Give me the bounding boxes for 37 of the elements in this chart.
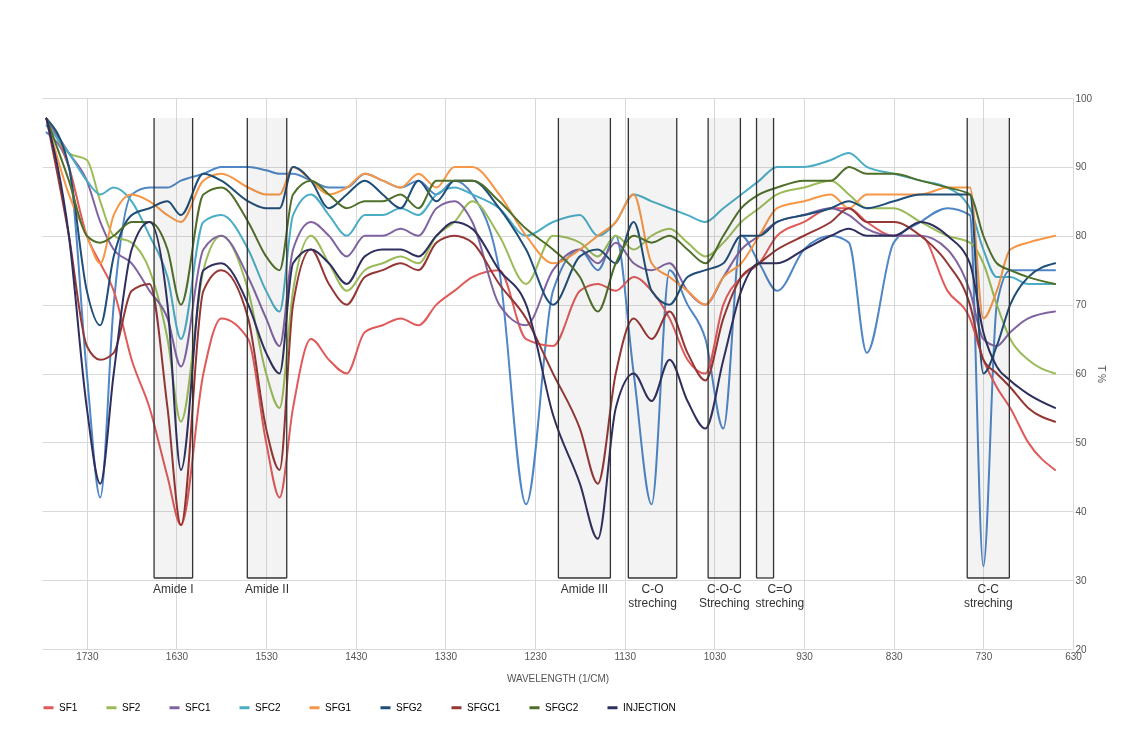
x-tick-label: 1230: [524, 650, 548, 662]
x-axis-title: WAVELENGTH (1/CM): [506, 672, 610, 684]
band-label: C-O streching: [628, 582, 677, 610]
y-tick-label: 70: [1075, 299, 1088, 311]
y-tick-label: 100: [1075, 92, 1093, 104]
legend-label: SFG1: [325, 701, 352, 713]
x-tick-label: 730: [975, 650, 993, 662]
y-tick-label: 40: [1075, 505, 1088, 517]
x-tick-label: 1030: [703, 650, 727, 662]
band-label: C-O-C Streching: [698, 582, 750, 610]
band-label: Amide I: [153, 582, 194, 596]
x-tick-label: 1630: [165, 650, 189, 662]
x-tick-label: 830: [885, 650, 903, 662]
x-tick-label: 1530: [255, 650, 279, 662]
legend-label: SFGC2: [545, 701, 579, 713]
legend-label: SFC1: [185, 701, 211, 713]
band-label: C=O streching: [755, 582, 805, 610]
x-tick-label: 1330: [434, 650, 458, 662]
legend-label: INJECTION: [623, 701, 676, 713]
x-tick-label: 1430: [345, 650, 368, 662]
legend-label: SF1: [59, 701, 78, 713]
legend-label: SFGC1: [467, 701, 501, 713]
y-tick-label: 80: [1075, 230, 1088, 242]
y-tick-label: 30: [1075, 574, 1088, 586]
x-tick-label: 1130: [614, 650, 637, 662]
x-tick-label: 1730: [76, 650, 99, 662]
band-label: Amide II: [245, 582, 290, 596]
y-tick-label: 60: [1075, 368, 1088, 379]
y-tick-label: 50: [1075, 436, 1088, 448]
y-tick-label: 90: [1075, 161, 1088, 173]
legend-label: SFC2: [255, 701, 281, 713]
legend-label: SF2: [122, 701, 141, 713]
y-axis-title: T %: [1096, 365, 1108, 383]
legend-label: SFG2: [396, 701, 423, 713]
band-label: C-C streching: [963, 582, 1013, 610]
band-label: Amide III: [560, 582, 609, 596]
x-tick-label: 930: [796, 650, 814, 662]
